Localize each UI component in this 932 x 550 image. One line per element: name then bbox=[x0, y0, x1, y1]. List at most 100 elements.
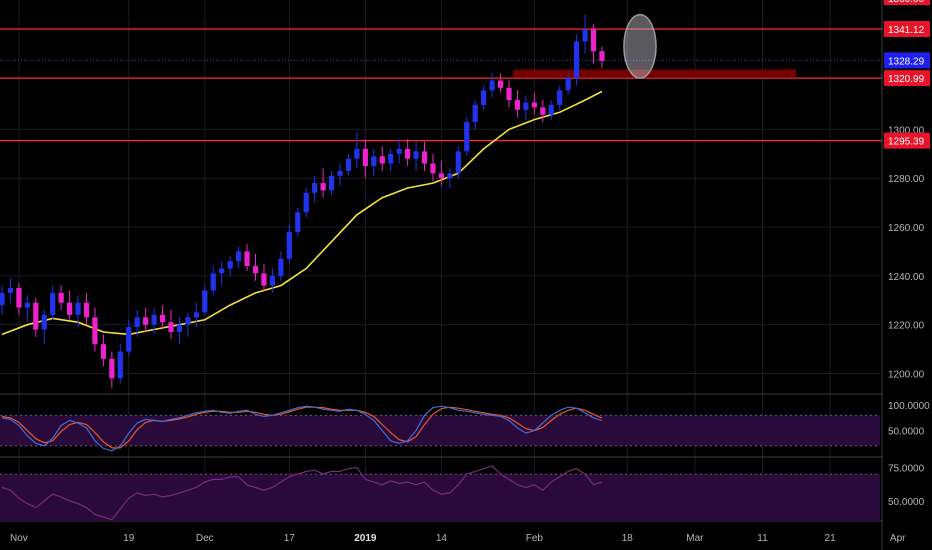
last-price-tag[interactable]: 1328.29 bbox=[884, 52, 930, 69]
candle-body bbox=[405, 148, 411, 159]
candle-body bbox=[75, 302, 81, 315]
top-clipped-tag: 1360.00 bbox=[884, 0, 930, 5]
candle bbox=[219, 261, 225, 286]
candle bbox=[33, 297, 39, 337]
last-price-tag-text: 1328.29 bbox=[888, 56, 925, 67]
candle-body bbox=[176, 324, 183, 332]
candle-body bbox=[413, 151, 419, 159]
candle-body bbox=[278, 258, 284, 276]
candle-body bbox=[295, 212, 301, 232]
candle bbox=[261, 263, 267, 291]
candle-body bbox=[159, 314, 166, 323]
stochastic-tick-label: 100.0000 bbox=[888, 401, 930, 412]
candle-body bbox=[33, 302, 39, 330]
candle-body bbox=[236, 251, 242, 262]
candle-body bbox=[202, 290, 208, 313]
candle-body bbox=[134, 317, 140, 328]
level-tag-1295[interactable]: 1295.39 bbox=[884, 132, 930, 149]
candle bbox=[244, 244, 250, 271]
candle-body bbox=[269, 275, 275, 286]
candle-body bbox=[126, 327, 132, 352]
candle bbox=[0, 285, 5, 315]
candle-body bbox=[540, 107, 546, 115]
candle bbox=[286, 224, 292, 264]
candle bbox=[24, 295, 30, 323]
level-tag-1320-bg bbox=[884, 70, 930, 87]
candle-body bbox=[219, 268, 225, 274]
candle bbox=[590, 24, 597, 64]
candle bbox=[227, 256, 233, 276]
candle bbox=[126, 319, 132, 357]
candle bbox=[574, 34, 580, 86]
candle bbox=[50, 285, 56, 320]
price-tick-label: 1220.00 bbox=[888, 321, 925, 332]
candle bbox=[337, 163, 343, 186]
candle bbox=[269, 268, 275, 293]
candle bbox=[464, 117, 470, 157]
candle bbox=[159, 305, 166, 330]
price-axis[interactable]: 1200.00 1220.00 1240.00 1260.00 1280.00 1300.… bbox=[883, 0, 932, 550]
candle bbox=[295, 207, 301, 237]
candle-body bbox=[168, 322, 174, 332]
moving-average bbox=[1, 90, 603, 336]
candle bbox=[548, 100, 554, 120]
candle bbox=[540, 100, 546, 123]
candle-body bbox=[506, 87, 512, 101]
candle bbox=[421, 141, 428, 171]
price-tick-label: 1260.00 bbox=[888, 223, 925, 234]
candle bbox=[143, 307, 149, 332]
candle bbox=[599, 46, 605, 69]
highlight-ellipse-shape[interactable] bbox=[623, 13, 657, 79]
candle bbox=[396, 139, 402, 164]
candle bbox=[303, 187, 309, 218]
candle-body bbox=[489, 80, 495, 91]
candle-body bbox=[261, 273, 267, 286]
candle-body bbox=[117, 351, 123, 379]
candle-body bbox=[143, 317, 149, 325]
candle-body bbox=[328, 175, 335, 191]
last-price-tag-bg bbox=[884, 52, 930, 69]
resistance-zone-rect[interactable] bbox=[513, 69, 797, 77]
candle-body bbox=[362, 148, 368, 166]
rsi-pane bbox=[0, 465, 880, 521]
candle bbox=[67, 290, 73, 320]
candle-body bbox=[50, 292, 56, 315]
candle-body bbox=[0, 292, 5, 306]
level-tag-1341-bg bbox=[884, 20, 930, 37]
candle-body bbox=[557, 90, 563, 105]
candle bbox=[168, 310, 174, 340]
candle bbox=[557, 85, 563, 110]
level-tag-1341[interactable]: 1341.12 bbox=[884, 20, 930, 37]
time-axis[interactable]: Nov 19 Dec 17 2019 14 Feb 18 Mar 11 21 Apr bbox=[10, 533, 906, 544]
resistance-zone[interactable] bbox=[513, 69, 797, 77]
candle-body bbox=[193, 312, 199, 318]
candle bbox=[117, 344, 123, 384]
stochastic-k-line bbox=[1, 405, 603, 452]
candle-body bbox=[548, 104, 554, 115]
level-tag-1320[interactable]: 1320.99 bbox=[884, 70, 930, 87]
time-tick-label: 2019 bbox=[354, 533, 377, 544]
candle-body bbox=[599, 51, 605, 62]
candle-body bbox=[388, 153, 394, 164]
candle bbox=[193, 302, 199, 328]
candle-body bbox=[472, 104, 478, 123]
highlight-ellipse[interactable] bbox=[623, 13, 657, 79]
candle-body bbox=[497, 80, 504, 88]
candle bbox=[514, 90, 521, 118]
candle-body bbox=[92, 317, 98, 345]
candle-body bbox=[210, 273, 216, 291]
rsi-band bbox=[0, 474, 880, 521]
candles bbox=[0, 14, 605, 389]
candle-body bbox=[320, 183, 326, 191]
candle-body bbox=[24, 302, 30, 308]
candle-body bbox=[252, 266, 259, 274]
candle bbox=[312, 175, 318, 203]
rsi-tick-label: 75.0000 bbox=[888, 463, 925, 474]
horizontal-levels bbox=[0, 28, 882, 142]
time-tick-label: Apr bbox=[890, 533, 906, 544]
candle bbox=[236, 246, 242, 269]
candle-body bbox=[590, 29, 597, 52]
price-tick-label: 1240.00 bbox=[888, 272, 925, 283]
candle bbox=[362, 139, 368, 179]
time-tick-label: Feb bbox=[526, 533, 544, 544]
